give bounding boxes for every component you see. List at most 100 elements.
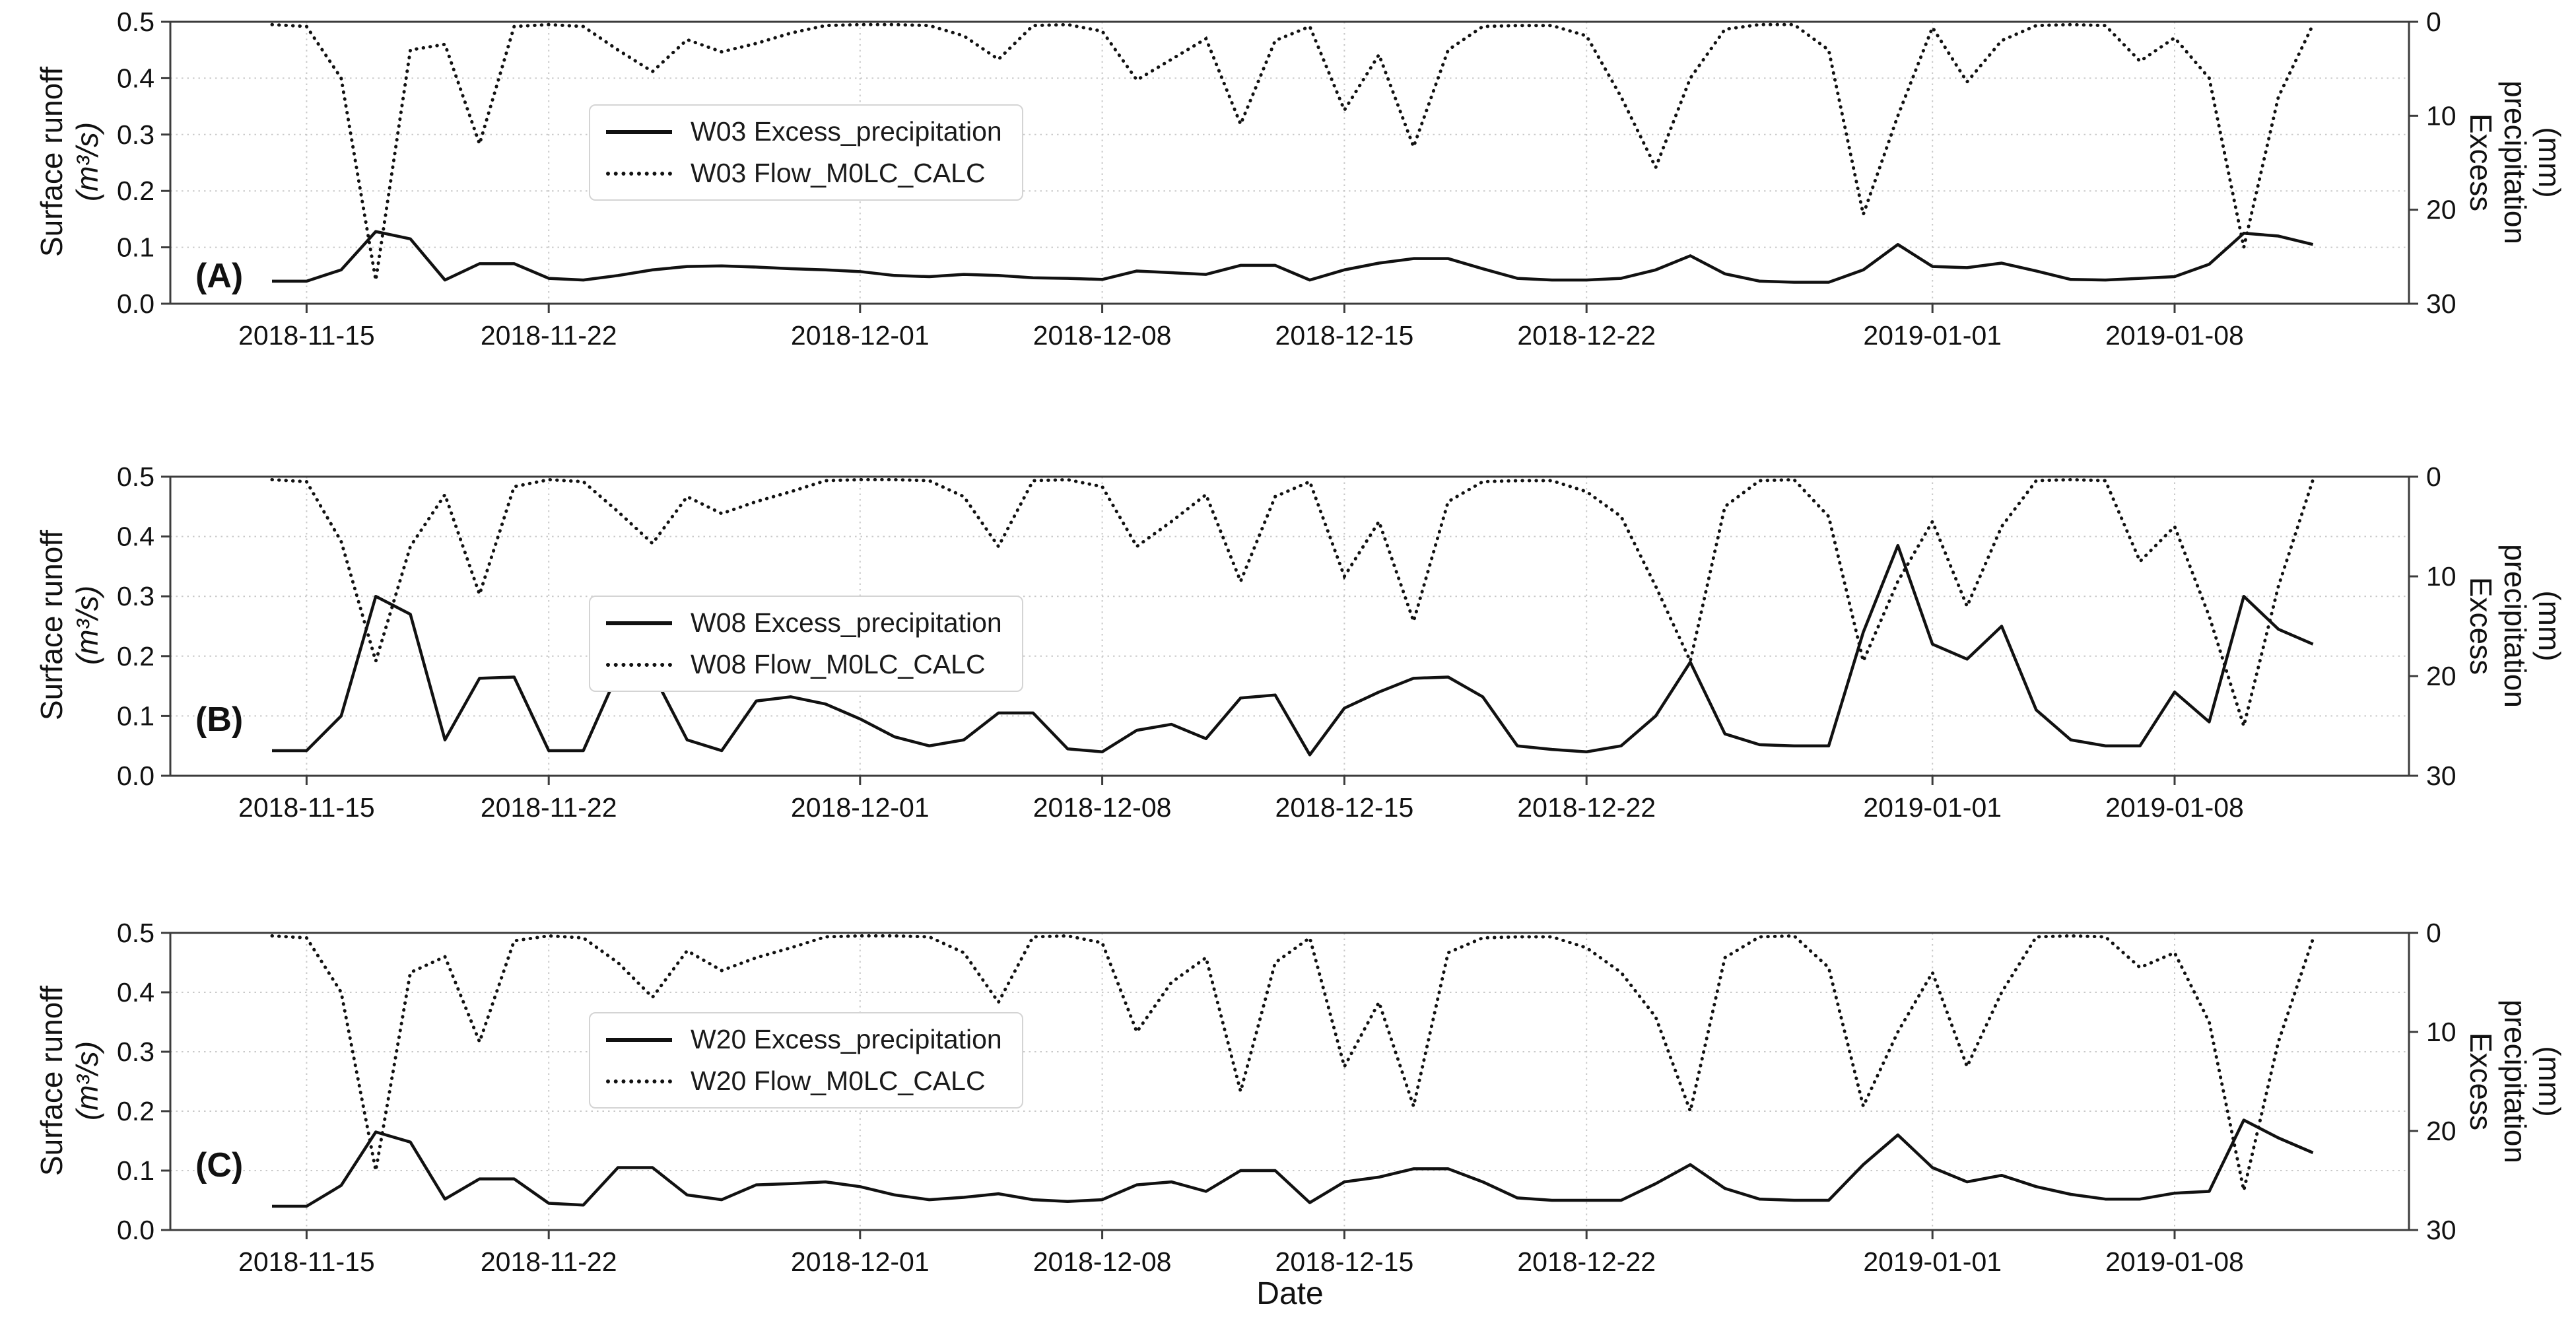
right-axis-title-panel-a: (mm) precipitation Excess xyxy=(2464,0,2567,393)
left-tick-label: 0.1 xyxy=(117,701,154,731)
left-tick-label: 0.2 xyxy=(117,1096,154,1126)
left-axis-title-panel-c: Surface runoff (m³/s) xyxy=(34,850,105,1312)
solid-runoff-line xyxy=(272,230,2314,284)
x-tick-label: 2018-11-15 xyxy=(238,792,375,823)
legend-entry: W03 Excess_precipitation xyxy=(606,116,1002,147)
legend-label: W08 Excess_precipitation xyxy=(691,607,1002,638)
x-tick-label: 2018-11-22 xyxy=(481,320,617,351)
ticks-and-labels: 0.0 0.1 0.2 0.3 0.4 0.5 0 10 20 30 2018-11-15 2018-… xyxy=(117,7,2457,351)
x-tick-label: 2019-01-08 xyxy=(2105,320,2244,351)
left-tick-label: 0.0 xyxy=(117,1215,154,1245)
legend-entry: W20 Flow_M0LC_CALC xyxy=(606,1066,1002,1097)
x-tick-label: 2019-01-01 xyxy=(1863,320,2002,351)
plot-frame xyxy=(169,475,2410,777)
legend-entry: W20 Excess_precipitation xyxy=(606,1024,1002,1055)
panel-letter-a: (A) xyxy=(195,257,244,295)
x-tick-label: 2019-01-08 xyxy=(2105,1247,2244,1277)
right-tick-label: 10 xyxy=(2426,100,2457,131)
panel-a: 0.0 0.1 0.2 0.3 0.4 0.5 0 10 20 30 2018-11-15 2018-… xyxy=(117,7,2457,351)
legend-panel-b: W08 Excess_precipitation W08 Flow_M0LC_C… xyxy=(589,596,1023,692)
gridlines xyxy=(170,477,2409,776)
left-axis-title-unit: (m³/s) xyxy=(70,1041,104,1121)
legend-label: W20 Flow_M0LC_CALC xyxy=(691,1066,986,1096)
left-tick-label: 0.4 xyxy=(117,522,154,552)
left-tick-label: 0.5 xyxy=(117,918,154,948)
left-tick-label: 0.4 xyxy=(117,63,154,93)
solid-runoff-line xyxy=(272,543,2314,757)
x-axis-title: Date xyxy=(1256,1276,1324,1311)
x-tick-label: 2018-12-22 xyxy=(1517,792,1656,823)
legend-solid-line-sample xyxy=(606,129,672,134)
left-tick-label: 0.1 xyxy=(117,1155,154,1186)
right-axis-title-line2: precipitation xyxy=(2498,543,2532,708)
legend-panel-a: W03 Excess_precipitation W03 Flow_M0LC_C… xyxy=(589,104,1023,201)
x-tick-label: 2018-12-01 xyxy=(791,1247,930,1277)
series xyxy=(270,934,2315,1208)
x-tick-label: 2018-12-22 xyxy=(1517,320,1656,351)
right-axis-title-line1: Excess xyxy=(2464,1032,2498,1131)
right-tick-label: 20 xyxy=(2426,1116,2457,1146)
right-axis-title-line2: precipitation xyxy=(2498,999,2532,1164)
x-tick-label: 2018-11-22 xyxy=(481,1247,617,1277)
left-tick-label: 0.3 xyxy=(117,120,154,150)
x-tick-label: 2018-12-08 xyxy=(1033,1247,1172,1277)
legend-solid-line-sample xyxy=(606,621,672,625)
right-tick-label: 0 xyxy=(2426,7,2441,37)
left-tick-label: 0.0 xyxy=(117,289,154,319)
series xyxy=(270,477,2315,757)
left-tick-label: 0.4 xyxy=(117,977,154,1008)
right-tick-label: 20 xyxy=(2426,195,2457,225)
legend-panel-c: W20 Excess_precipitation W20 Flow_M0LC_C… xyxy=(589,1012,1023,1109)
x-tick-label: 2018-12-15 xyxy=(1275,320,1414,351)
x-tick-label: 2018-12-22 xyxy=(1517,1247,1656,1277)
left-axis-title-unit: (m³/s) xyxy=(70,585,104,666)
panel-letter-c: (C) xyxy=(195,1146,244,1184)
right-tick-label: 30 xyxy=(2426,1215,2457,1245)
right-axis-title-line2: precipitation xyxy=(2498,80,2532,245)
x-tick-label: 2018-12-08 xyxy=(1033,792,1172,823)
right-tick-label: 20 xyxy=(2426,661,2457,691)
x-tick-label: 2018-12-15 xyxy=(1275,792,1414,823)
solid-runoff-line xyxy=(272,1118,2314,1208)
right-tick-label: 30 xyxy=(2426,289,2457,319)
left-tick-label: 0.2 xyxy=(117,641,154,671)
left-axis-title-line1: Surface runoff xyxy=(34,66,69,257)
x-tick-label: 2019-01-01 xyxy=(1863,792,2002,823)
legend-solid-line-sample xyxy=(606,1037,672,1042)
legend-label: W03 Flow_M0LC_CALC xyxy=(691,158,986,188)
x-tick-label: 2019-01-08 xyxy=(2105,792,2244,823)
panel-b: 0.0 0.1 0.2 0.3 0.4 0.5 0 10 20 30 2018-11-15 2018-… xyxy=(117,461,2457,823)
left-tick-label: 0.0 xyxy=(117,761,154,791)
plot-frame xyxy=(169,20,2410,305)
legend-entry: W08 Excess_precipitation xyxy=(606,607,1002,638)
legend-entry: W03 Flow_M0LC_CALC xyxy=(606,158,1002,189)
right-axis-title-panel-c: (mm) precipitation Excess xyxy=(2464,850,2567,1313)
x-tick-label: 2018-12-01 xyxy=(791,792,930,823)
legend-label: W08 Flow_M0LC_CALC xyxy=(691,649,986,679)
series xyxy=(270,22,2315,284)
right-axis-title-panel-b: (mm) precipitation Excess xyxy=(2464,395,2567,857)
plot-frame xyxy=(169,932,2410,1231)
left-tick-label: 0.5 xyxy=(117,7,154,37)
left-axis-title-line1: Surface runoff xyxy=(34,530,69,721)
legend-dotted-line-sample xyxy=(606,1079,672,1083)
x-tick-label: 2018-12-08 xyxy=(1033,320,1172,351)
right-tick-label: 10 xyxy=(2426,561,2457,592)
left-tick-label: 0.3 xyxy=(117,581,154,611)
ticks-and-labels: 0.0 0.1 0.2 0.3 0.4 0.5 0 10 20 30 2018-11-15 2018-… xyxy=(117,918,2457,1277)
x-tick-label: 2018-12-01 xyxy=(791,320,930,351)
dotted-flow-line xyxy=(270,22,2315,281)
right-tick-label: 0 xyxy=(2426,461,2441,492)
x-tick-label: 2019-01-01 xyxy=(1863,1247,2002,1277)
dotted-flow-line xyxy=(270,477,2315,732)
panel-letter-b: (B) xyxy=(195,701,244,739)
right-tick-label: 30 xyxy=(2426,761,2457,791)
x-tick-label: 2018-11-15 xyxy=(238,1247,375,1277)
gridlines xyxy=(170,22,2409,304)
legend-label: W20 Excess_precipitation xyxy=(691,1024,1002,1054)
right-axis-title-unit: (mm) xyxy=(2532,590,2567,662)
legend-dotted-line-sample xyxy=(606,662,672,667)
left-axis-title-panel-b: Surface runoff (m³/s) xyxy=(34,394,105,856)
